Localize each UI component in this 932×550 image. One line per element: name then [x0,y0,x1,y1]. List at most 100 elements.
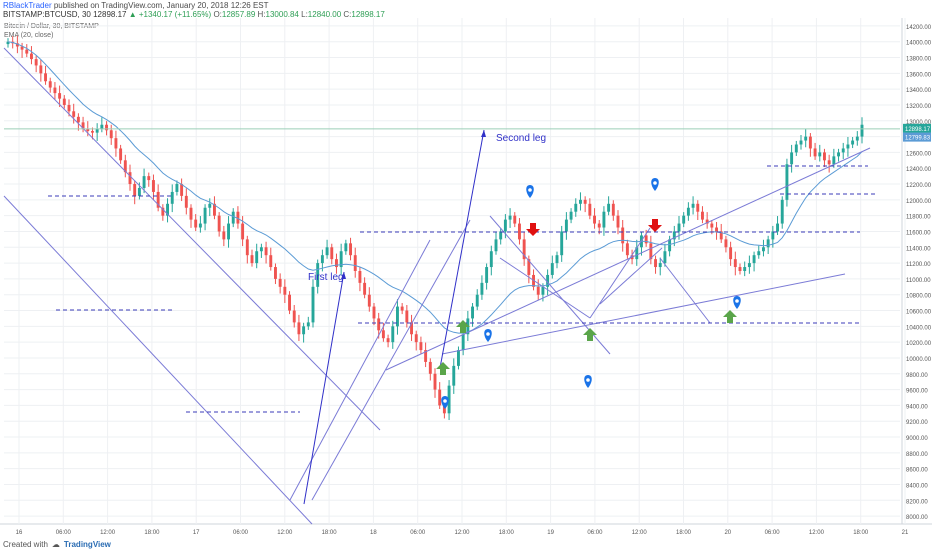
candle [339,251,343,268]
candle [81,122,85,129]
candle [274,267,277,279]
candle [227,223,230,240]
y-tick-label: 11800.00 [906,215,931,221]
channel-line [311,219,471,501]
ohlc-readout: BITSTAMP:BTCUSD, 30 12898.17 ▲ +1340.17 … [3,10,385,19]
second-leg-arrow [439,129,485,369]
y-tick-label: 8000.00 [906,515,928,521]
buy-arrow-icon [456,320,470,333]
candle [705,219,709,224]
price-chart[interactable]: 14200.00 14000.00 13800.00 13600.00 13400.00… [0,18,932,540]
candle [489,251,493,268]
candle [62,98,66,105]
y-tick-label: 11200.00 [906,262,931,268]
candle [396,306,399,327]
y-tick-label: 13800.00 [906,57,932,63]
open-label: O: [213,10,222,19]
x-tick-label: 16 [16,530,23,536]
candle [475,294,479,307]
candle [499,231,503,240]
candle [574,203,578,212]
author-link[interactable]: RBlackTrader [3,1,52,10]
candle [100,124,104,129]
candle [823,152,826,161]
candle [597,223,601,228]
y-tick-label: 11400.00 [906,246,931,252]
candle [175,184,179,192]
candle [846,144,850,149]
candle [799,140,803,145]
candle [372,306,376,319]
candle [616,215,620,228]
x-tick-label: 12:00 [454,530,470,536]
sell-arrow-icon [648,219,662,232]
candle [86,128,90,132]
candle [541,286,545,295]
candle [283,286,287,295]
candle [560,231,564,256]
ema-legend: EMA (20, close) [4,32,54,39]
candle [302,326,306,335]
high-value: 13000.84 [265,10,299,19]
y-tick-label: 10600.00 [906,310,932,316]
first-leg-arrow [303,271,345,505]
candle [30,53,33,60]
candle [663,251,667,264]
candle [198,223,202,228]
candle [546,274,550,287]
y-tick-label: 8400.00 [906,483,928,489]
candle [485,267,489,283]
first-leg-label: First leg [308,272,344,283]
candle [76,116,80,123]
x-tick-label: 06:00 [587,530,603,536]
candle [503,219,507,232]
candle [424,350,428,362]
candle [480,282,484,295]
x-tick-label: 18:00 [322,530,338,536]
candle [297,322,301,335]
candle [53,87,57,94]
candle [194,219,198,228]
candle [602,211,606,228]
low-label: L: [301,10,308,19]
close-value: 12898.17 [351,10,385,19]
candle [184,195,188,208]
candle [579,199,582,204]
candle [593,215,596,224]
candle [607,203,611,212]
x-tick-label: 06:00 [410,530,426,536]
candle [569,211,573,220]
y-tick-label: 13200.00 [906,104,932,110]
candle [860,124,864,137]
candle [410,322,413,335]
candle [649,243,653,260]
candle [677,223,681,232]
sell-arrow-icon [526,223,540,236]
candle [855,136,859,141]
last-price: 12898.17 [93,10,127,19]
candle [353,255,357,271]
candle [330,247,334,260]
tradingview-brand[interactable]: TradingView [63,539,111,549]
candle [58,93,62,99]
y-tick-label: 12000.00 [906,199,932,205]
candle [785,164,789,200]
candle [696,203,700,212]
candle [161,207,165,216]
candle [701,211,704,220]
candle [719,231,723,240]
y-tick-label: 10000.00 [906,357,932,363]
candle [123,160,127,173]
series-legend: Bitcoin / Dollar, 30, BITSTAMP EMA (20, … [4,22,99,40]
y-tick-label: 8200.00 [906,499,928,505]
candle [832,156,836,165]
candle [231,211,235,224]
candle [278,278,282,287]
x-tick-label: 17 [193,530,200,536]
y-tick-label: 10400.00 [906,325,932,331]
candle [691,203,695,208]
candle [236,211,240,224]
tradingview-logo-icon: ☁ [51,539,60,549]
candle [635,247,639,260]
x-tick-label: 12:00 [809,530,825,536]
